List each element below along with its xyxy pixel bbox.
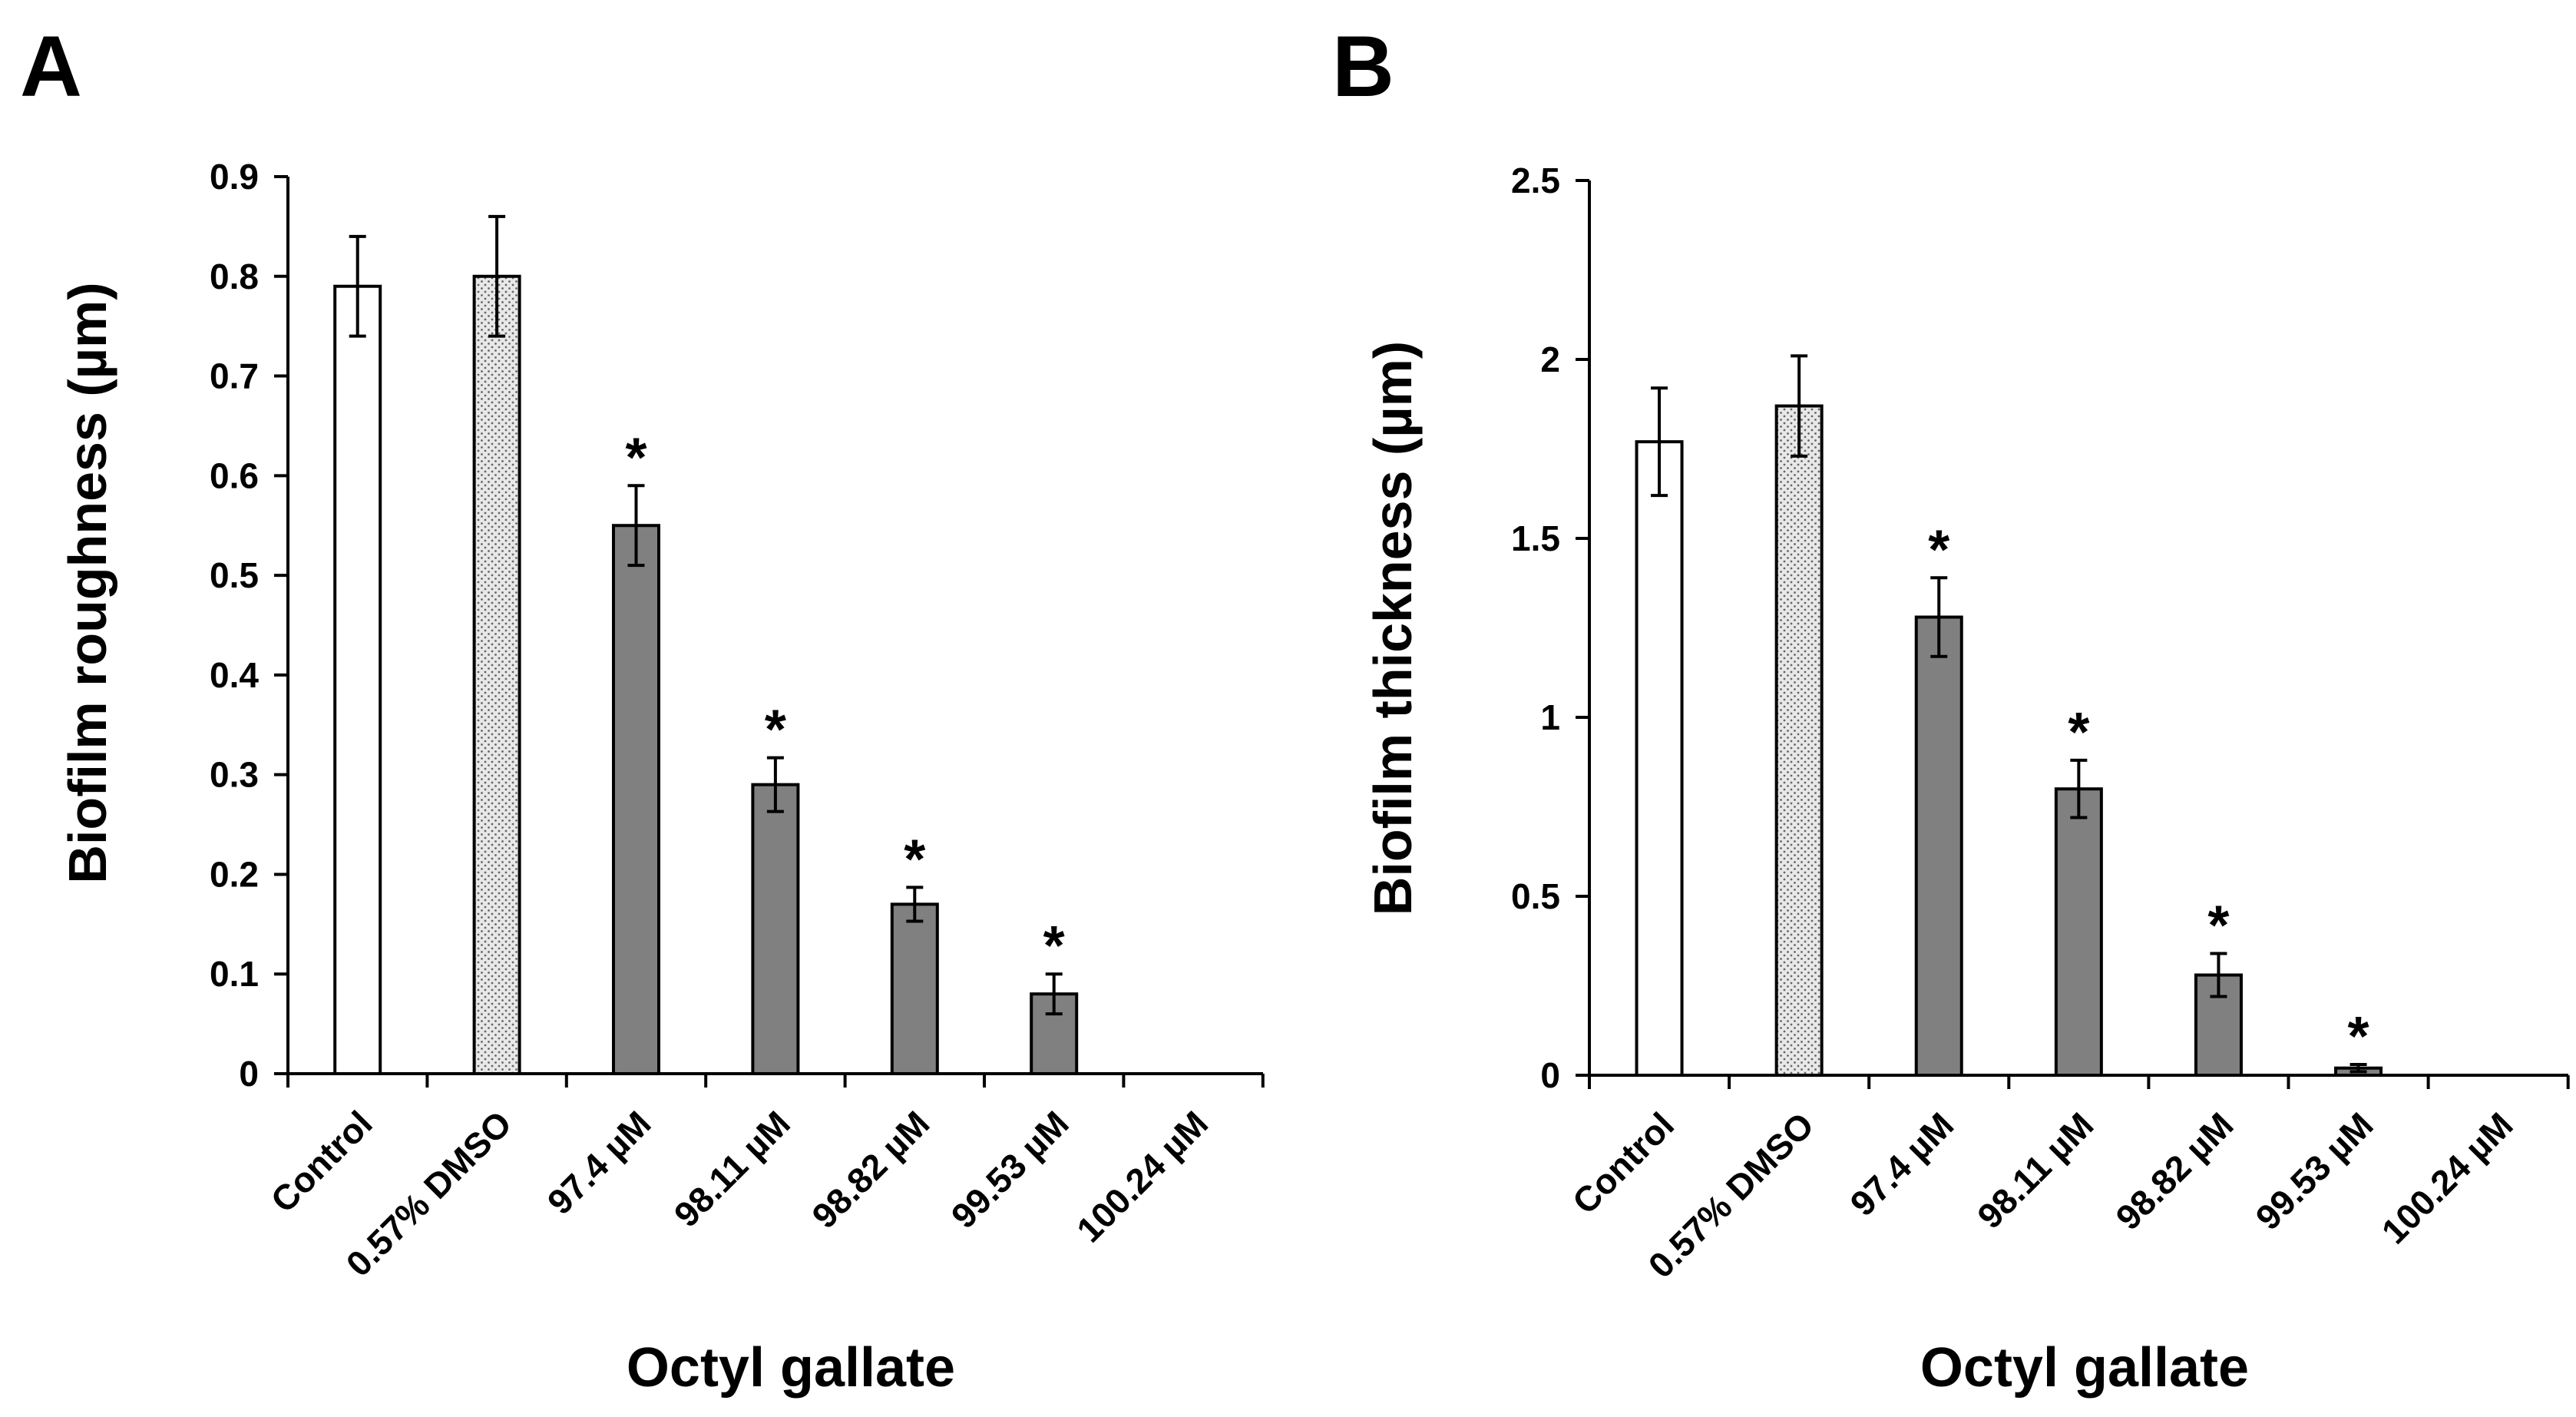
y-tick-label-a: 0.2 [210,854,259,894]
y-axis-label-a: Biofilm roughness (µm) [58,282,117,883]
x-tick-label-b-1: Control [1565,1104,1682,1221]
x-tick-label-b-7: 100.24 µM [2374,1104,2521,1251]
panel-label-a: A [20,18,82,114]
bar-a-3 [612,524,660,1075]
y-axis-label-b: Biofilm thickness (µm) [1363,341,1423,915]
y-tick-label-a: 0.8 [210,257,259,296]
bar-a-1 [333,284,382,1075]
x-tick-label-b-3: 97.4 µM [1842,1104,1961,1223]
y-tick-label-a: 0.3 [210,755,259,795]
bar-b-1 [1635,440,1684,1077]
plot-area-a: 00.10.20.30.40.50.60.70.80.9Control0.57%… [210,157,1265,1284]
y-tick-label-b: 0.5 [1511,876,1560,916]
significance-marker-b-3: * [1928,519,1949,581]
bar-b-3 [1914,615,1963,1077]
significance-marker-b-4: * [2068,702,2089,763]
x-tick-label-a-4: 98.11 µM [666,1103,798,1234]
y-tick-label-b: 1 [1540,697,1560,737]
y-tick-label-a: 0 [239,1054,259,1094]
x-tick-label-a-6: 99.53 µM [944,1103,1076,1236]
bar-a-5 [890,902,939,1076]
x-tick-label-b-5: 98.82 µM [2108,1104,2240,1237]
significance-marker-a-5: * [904,829,925,890]
x-tick-label-a-5: 98.82 µM [804,1103,937,1236]
y-tick-label-a: 0.7 [210,356,259,396]
bar-a-4 [751,783,800,1076]
y-tick-label-b: 1.5 [1511,518,1560,558]
y-tick-label-a: 0.1 [210,954,259,994]
y-tick-label-a: 0.9 [210,157,259,197]
bar-b-2 [1774,404,1824,1077]
x-tick-label-a-1: Control [263,1103,379,1220]
y-tick-label-b: 0 [1540,1055,1560,1095]
x-tick-label-b-4: 98.11 µM [1969,1104,2101,1236]
x-tick-label-a-7: 100.24 µM [1069,1103,1215,1250]
significance-marker-a-3: * [625,427,646,488]
panel-label-b: B [1332,18,1394,114]
y-tick-label-a: 0.4 [210,655,259,695]
bar-b-4 [2054,787,2103,1077]
x-tick-label-b-6: 99.53 µM [2248,1104,2381,1237]
significance-marker-b-5: * [2207,896,2229,957]
significance-marker-a-6: * [1043,915,1065,977]
significance-marker-a-4: * [765,700,786,761]
y-tick-label-a: 0.5 [210,555,259,595]
x-tick-label-a-3: 97.4 µM [540,1103,659,1222]
panel-b: B Biofilm thickness (µm) Octyl gallate 0… [1332,18,2570,1399]
bar-a-2 [472,274,521,1075]
panel-a: A Biofilm roughness (µm) Octyl gallate 0… [20,18,1265,1399]
y-tick-label-b: 2 [1540,339,1560,379]
y-tick-label-a: 0.6 [210,455,259,495]
x-axis-label-a: Octyl gallate [627,1337,955,1399]
significance-marker-b-6: * [2348,1006,2369,1068]
x-axis-label-b: Octyl gallate [1920,1337,2249,1399]
y-tick-label-b: 2.5 [1511,161,1560,200]
